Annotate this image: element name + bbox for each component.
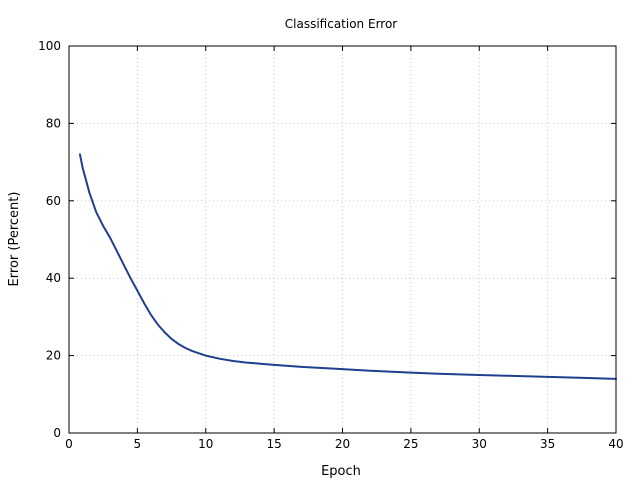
y-tick-label: 0 [53, 426, 61, 440]
tick-labels: 0 5 10 15 20 25 30 35 40 0 20 40 60 80 100 [38, 39, 624, 451]
x-tick-label: 35 [540, 437, 555, 451]
y-tick-label: 60 [46, 194, 61, 208]
y-tick-label: 40 [46, 271, 61, 285]
x-tick-label: 40 [608, 437, 623, 451]
x-tick-label: 30 [472, 437, 487, 451]
x-axis-title: Epoch [321, 464, 361, 479]
grid [69, 46, 616, 433]
ticks [68, 45, 617, 434]
x-tick-label: 15 [266, 437, 281, 451]
x-tick-label: 0 [65, 437, 73, 451]
x-tick-label: 5 [134, 437, 142, 451]
x-tick-label: 25 [403, 437, 418, 451]
y-axis-title: Error (Percent) [7, 192, 22, 287]
x-tick-label: 20 [335, 437, 350, 451]
y-tick-label: 20 [46, 349, 61, 363]
chart-title: Classification Error [285, 17, 398, 31]
y-tick-label: 100 [38, 39, 61, 53]
x-tick-label: 10 [198, 437, 213, 451]
series-line [78, 153, 617, 380]
y-tick-label: 80 [46, 116, 61, 130]
series-layer [78, 153, 617, 380]
